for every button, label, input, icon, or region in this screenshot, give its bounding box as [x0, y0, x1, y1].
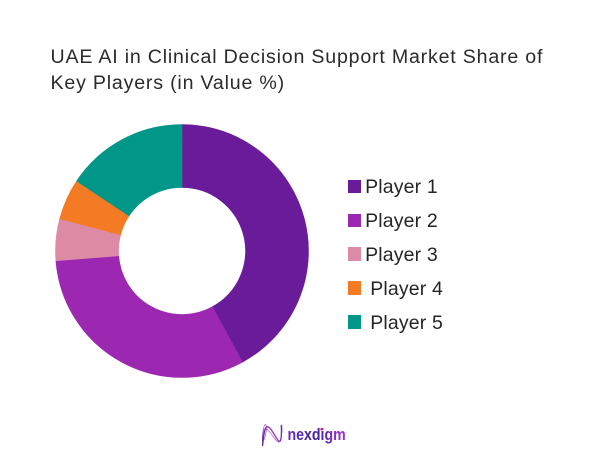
svg-text:nexdigm: nexdigm [288, 425, 346, 444]
